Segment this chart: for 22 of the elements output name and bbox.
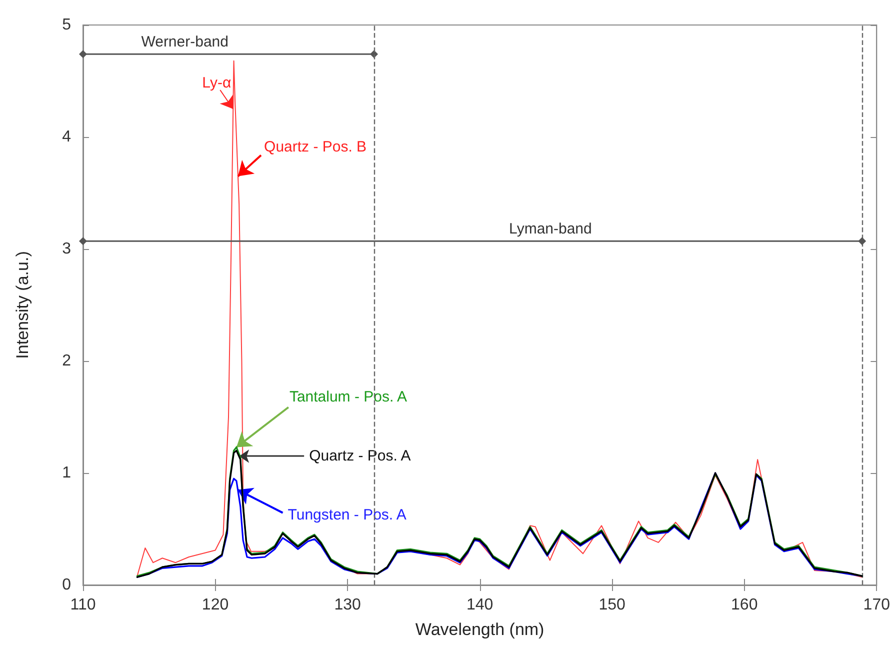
y-axis-title: Intensity (a.u.) — [13, 251, 32, 359]
annotation: Tantalum - Pos. A — [289, 388, 407, 406]
x-tick-label: 110 — [70, 596, 96, 614]
x-axis-title: Wavelength (nm) — [415, 620, 544, 639]
y-tick-label: 2 — [62, 352, 72, 370]
series-label: Lyman-band — [509, 220, 592, 238]
x-tick-label: 130 — [334, 596, 361, 614]
series-label: Werner-band — [141, 34, 228, 51]
y-tick-label: 1 — [62, 464, 72, 482]
x-tick-label: 150 — [598, 596, 626, 614]
x-tick-label: 140 — [466, 596, 494, 614]
annotation: Tungsten - Pos. A — [288, 506, 406, 524]
y-tick-label: 0 — [62, 576, 72, 594]
x-tick-label: 170 — [863, 596, 890, 614]
x-tick-label: 120 — [202, 596, 229, 614]
x-tick-label: 160 — [731, 596, 758, 614]
y-tick-label: 4 — [62, 128, 72, 146]
annotation: Quartz - Pos. B — [264, 138, 367, 156]
annotation: Quartz - Pos. A — [309, 448, 411, 465]
y-tick-label: 5 — [62, 16, 72, 34]
y-tick-label: 3 — [62, 240, 72, 258]
annotation: Ly-α — [202, 74, 232, 92]
